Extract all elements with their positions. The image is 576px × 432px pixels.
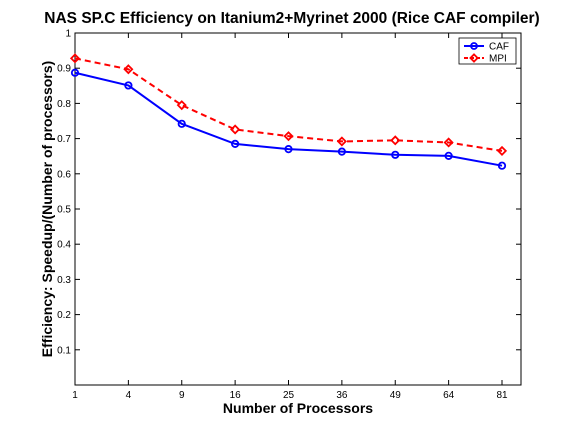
data-point-caf xyxy=(231,139,240,148)
series-line-caf xyxy=(74,71,503,167)
x-tick-label: 4 xyxy=(126,390,132,401)
data-point-mpi xyxy=(336,136,347,147)
data-point-caf xyxy=(337,147,346,156)
data-point-mpi xyxy=(123,64,134,75)
data-point-mpi xyxy=(230,124,241,135)
y-tick-label: 0.7 xyxy=(57,134,71,145)
data-point-mpi xyxy=(443,137,454,148)
data-point-caf xyxy=(391,150,400,159)
x-tick-label: 1 xyxy=(72,390,78,401)
data-point-mpi xyxy=(69,53,81,64)
y-tick-label: 0.1 xyxy=(57,345,71,356)
y-tick-label: 0.3 xyxy=(57,275,71,286)
x-tick-label: 25 xyxy=(283,390,295,401)
data-point-caf xyxy=(124,81,133,90)
y-tick-label: 0.9 xyxy=(57,64,71,75)
legend-marker-mpi xyxy=(469,53,479,63)
plot-frame xyxy=(74,32,522,386)
x-tick-label: 16 xyxy=(230,390,242,401)
legend-label-mpi: MPI xyxy=(489,54,507,65)
x-tick-label: 64 xyxy=(443,390,455,401)
series-line-mpi xyxy=(74,57,503,152)
data-point-caf xyxy=(177,119,186,128)
series-layer xyxy=(69,53,508,170)
data-point-caf xyxy=(70,68,80,77)
x-tick-label: 9 xyxy=(179,390,185,401)
data-point-mpi xyxy=(496,145,508,156)
x-axis: 1 4 9 16 25 36 49 64 81 xyxy=(72,33,508,401)
x-tick-label: 81 xyxy=(496,390,508,401)
legend-marker-caf xyxy=(470,42,478,50)
y-tick-label: 0.2 xyxy=(57,310,71,321)
y-axis-label: Efficiency: Speedup/(Number of processor… xyxy=(39,61,55,357)
chart-title: NAS SP.C Efficiency on Itanium2+Myrinet … xyxy=(44,10,539,27)
data-point-caf xyxy=(284,145,293,154)
y-tick-label: 0.4 xyxy=(57,240,71,251)
x-tick-label: 36 xyxy=(336,390,348,401)
data-point-mpi xyxy=(390,135,401,146)
x-axis-label: Number of Processors xyxy=(223,400,373,416)
legend-label-caf: CAF xyxy=(489,42,509,53)
data-point-caf xyxy=(497,161,507,170)
data-point-mpi xyxy=(283,131,294,142)
data-point-caf xyxy=(444,151,453,160)
y-axis: 0.1 0.2 0.3 0.4 0.5 0.6 0.7 0.8 0.9 1 xyxy=(57,29,521,356)
data-point-mpi xyxy=(176,100,187,111)
y-tick-label: 0.6 xyxy=(57,169,71,180)
y-tick-label: 0.8 xyxy=(57,99,71,110)
x-tick-label: 49 xyxy=(390,390,402,401)
y-tick-label: 0.5 xyxy=(57,205,71,216)
y-tick-label: 1 xyxy=(65,29,71,40)
legend-box xyxy=(458,37,517,65)
